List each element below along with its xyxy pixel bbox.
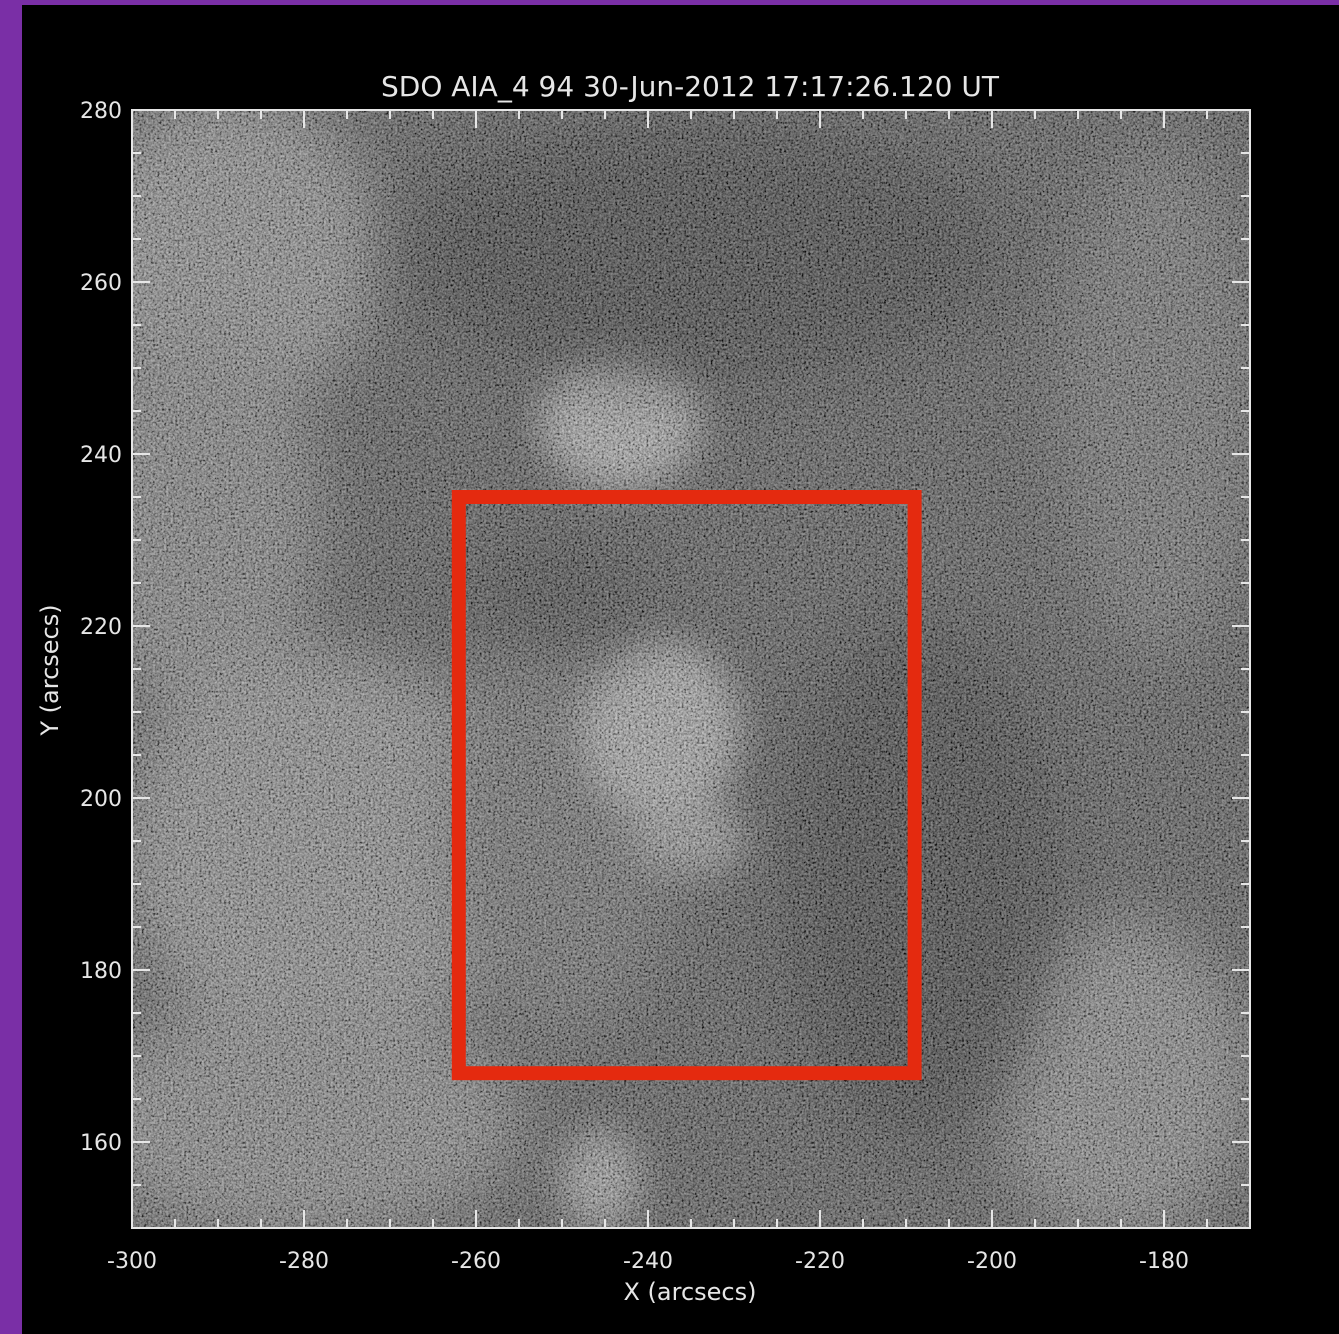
x-tick-label: -180	[1139, 1249, 1189, 1274]
y-tick-label: 280	[80, 99, 122, 124]
y-tick-label: 160	[80, 1131, 122, 1156]
highlight-box	[451, 490, 922, 1081]
y-axis-label: Y (arcsecs)	[36, 604, 64, 736]
frame-top-border	[0, 0, 1339, 5]
x-tick-label: -300	[107, 1249, 157, 1274]
y-tick-label: 200	[80, 787, 122, 812]
x-tick-label: -200	[967, 1249, 1017, 1274]
y-tick-label: 220	[80, 615, 122, 640]
plot-title: SDO AIA_4 94 30-Jun-2012 17:17:26.120 UT	[381, 70, 1000, 103]
y-tick-label: 240	[80, 443, 122, 468]
x-tick-label: -260	[451, 1249, 501, 1274]
x-tick-labels: -300 -280 -260 -240 -220 -200 -180	[107, 1249, 1189, 1274]
x-tick-label: -240	[623, 1249, 673, 1274]
axis-ticks	[131, 109, 1251, 1229]
frame-left-border	[0, 0, 22, 1334]
y-tick-labels: 280 260 240 220 200 180 160	[80, 99, 122, 1156]
y-tick-label: 260	[80, 271, 122, 296]
solar-image	[132, 110, 1250, 1228]
y-tick-label: 180	[80, 959, 122, 984]
x-tick-label: -280	[279, 1249, 329, 1274]
x-axis-label: X (arcsecs)	[623, 1278, 756, 1306]
x-tick-label: -220	[795, 1249, 845, 1274]
